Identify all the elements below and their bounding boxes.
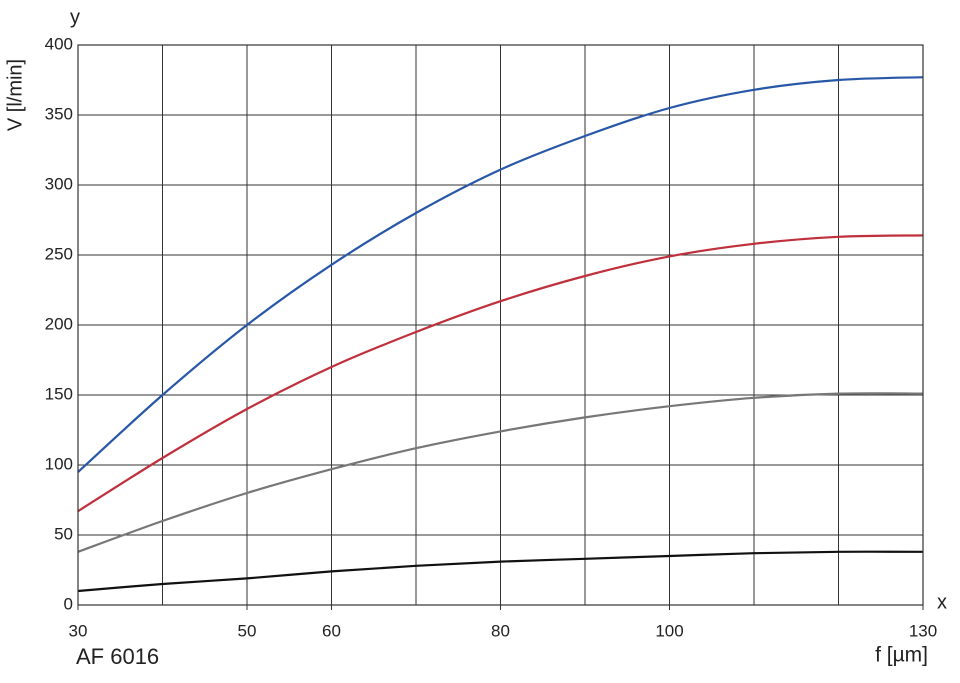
y-tick-label: 350 [45, 104, 73, 123]
series-line [77, 76, 924, 473]
y-tick-label: 250 [45, 244, 73, 263]
x-tick-label: 100 [655, 621, 683, 640]
caption: AF 6016 [76, 644, 159, 669]
x-tick-label: 130 [909, 621, 937, 640]
series-line [77, 234, 924, 513]
plot-frame [77, 44, 924, 606]
y-tick-label: 400 [45, 34, 73, 53]
series-line [77, 392, 924, 553]
x-tick-label: 30 [69, 621, 88, 640]
y-axis-label: V [l/min] [4, 59, 26, 131]
y-tick-label: 300 [45, 174, 73, 193]
y-axis-letter: y [70, 6, 80, 28]
x-axis-letter: x [937, 591, 947, 613]
y-tick-label: 150 [45, 384, 73, 403]
y-tick-label: 100 [45, 454, 73, 473]
y-tick-label: 50 [54, 524, 73, 543]
x-tick-label: 50 [238, 621, 257, 640]
x-tick-label: 60 [322, 621, 341, 640]
series-line [77, 550, 924, 593]
y-tick-label: 0 [64, 594, 73, 613]
y-tick-label: 200 [45, 314, 73, 333]
x-tick-label: 80 [491, 621, 510, 640]
x-axis-label: f [µm] [875, 644, 928, 667]
